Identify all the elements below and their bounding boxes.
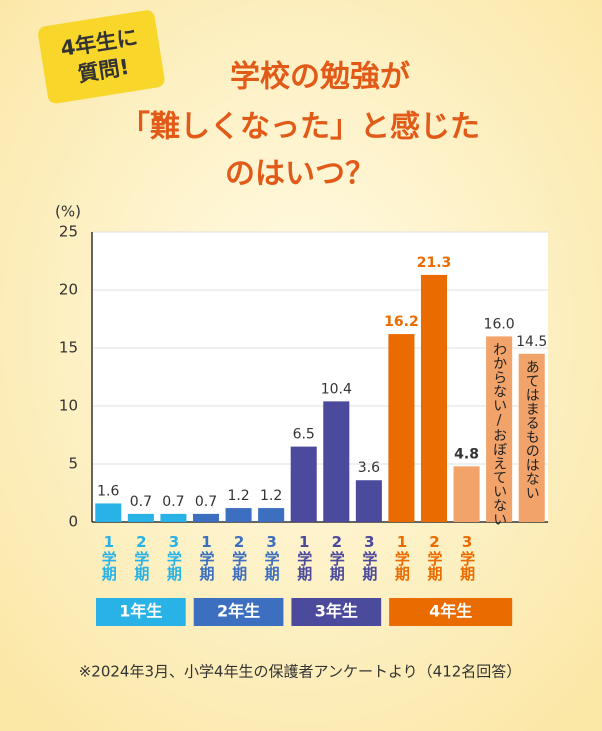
bar [127, 513, 154, 522]
bar [225, 508, 252, 522]
value-label: 1.6 [97, 483, 119, 499]
group-box [291, 598, 382, 626]
chart-title: のはいつ？ [225, 157, 375, 192]
y-tick-label: 15 [59, 339, 78, 357]
x-tick-label: 3学期 [360, 533, 378, 582]
y-tick-label: 20 [59, 281, 78, 299]
x-tick-label: 2学期 [328, 533, 346, 582]
value-label: 0.7 [195, 494, 217, 510]
bar-category-label: わからない/おぼえていない [491, 342, 507, 526]
group-box [96, 598, 186, 626]
value-label: 1.2 [227, 488, 249, 504]
y-tick-label: 5 [68, 455, 78, 473]
y-tick-label: 25 [59, 223, 78, 241]
plot-area [92, 232, 548, 522]
x-tick-label: 1学期 [198, 533, 216, 582]
value-label: 1.2 [260, 488, 282, 504]
value-label: 0.7 [162, 494, 184, 510]
x-tick-label: 3学期 [165, 533, 183, 582]
badge: 4年生に 質問! [38, 10, 165, 104]
value-label: 0.7 [130, 494, 152, 510]
bar [192, 513, 220, 522]
bar [486, 336, 513, 522]
bar-category-label: あてはまるものはない [524, 360, 540, 500]
x-tick-label: 2学期 [132, 533, 150, 582]
x-tick-label: 1学期 [100, 533, 118, 582]
group-box [389, 598, 513, 626]
x-tick-label: 1学期 [295, 533, 313, 582]
value-label: 16.0 [484, 316, 515, 332]
group-label: 1年生 [119, 602, 162, 621]
value-label: 14.5 [516, 334, 547, 350]
chart-title: 学校の勉強が [230, 60, 410, 95]
value-label: 16.2 [384, 314, 419, 330]
group-label: 4年生 [429, 602, 472, 621]
badge-box [38, 10, 165, 104]
value-label: 21.3 [417, 255, 452, 271]
x-tick-label: 2学期 [230, 533, 248, 582]
x-tick-label: 2学期 [426, 533, 444, 582]
bar [323, 401, 350, 522]
bar [453, 466, 480, 522]
footnote: ※2024年3月、小学4年生の保護者アンケートより（412名回答） [79, 663, 522, 681]
value-label: 10.4 [321, 381, 352, 397]
value-label: 6.5 [293, 427, 315, 443]
chart-title: 「難しくなった」と感じた [120, 110, 480, 145]
x-tick-label: 1学期 [393, 533, 411, 582]
group-label: 2年生 [217, 602, 260, 621]
x-tick-label: 3学期 [458, 533, 476, 582]
bar [290, 446, 317, 522]
bar [258, 508, 285, 522]
group-label: 3年生 [315, 602, 358, 621]
bar [95, 503, 122, 522]
bar [160, 513, 187, 522]
x-tick-label: 3学期 [263, 533, 281, 582]
bar [518, 353, 545, 522]
y-tick-label: 10 [59, 397, 78, 415]
y-tick-label: 0 [68, 513, 78, 531]
value-label: 4.8 [454, 446, 479, 462]
bar [388, 334, 415, 522]
value-label: 3.6 [358, 460, 380, 476]
group-box [193, 598, 284, 626]
y-axis-label: (%) [55, 203, 81, 221]
bar [420, 274, 448, 522]
bar [355, 480, 382, 522]
